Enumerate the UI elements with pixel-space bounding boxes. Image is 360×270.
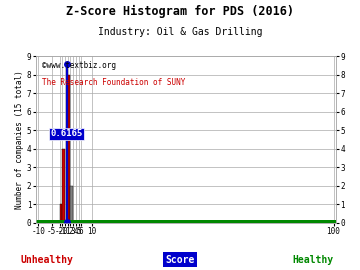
Bar [62, 149, 65, 223]
Text: Score: Score [165, 255, 195, 265]
Text: Healthy: Healthy [293, 255, 334, 265]
Text: Z-Score Histogram for PDS (2016): Z-Score Histogram for PDS (2016) [66, 5, 294, 18]
Text: Industry: Oil & Gas Drilling: Industry: Oil & Gas Drilling [98, 27, 262, 37]
Text: ©www.textbiz.org: ©www.textbiz.org [42, 61, 116, 70]
Y-axis label: Number of companies (15 total): Number of companies (15 total) [15, 70, 24, 209]
Bar [60, 204, 62, 223]
Bar [68, 75, 71, 223]
Text: Unhealthy: Unhealthy [21, 255, 73, 265]
Bar [71, 186, 73, 223]
Text: 0.6165: 0.6165 [50, 129, 83, 138]
Bar [36, 220, 336, 223]
Text: The Research Foundation of SUNY: The Research Foundation of SUNY [42, 78, 185, 87]
